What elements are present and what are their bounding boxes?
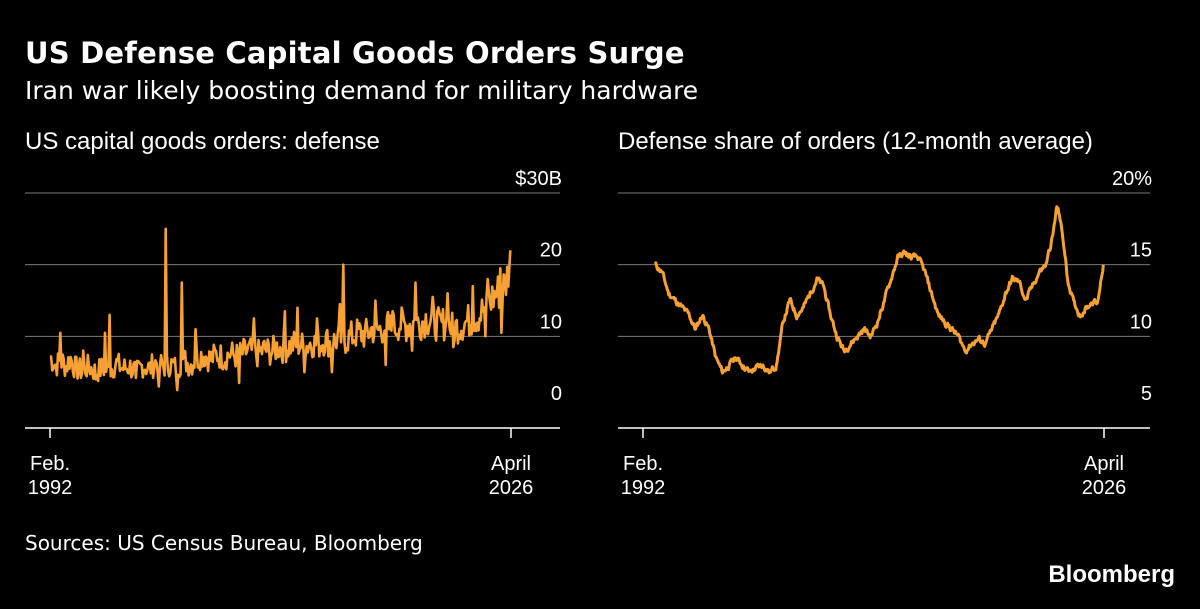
x-tick-label: 1992 [28,477,73,499]
y-tick-label: 20 [540,240,562,262]
chart-subtitle: Iran war likely boosting demand for mili… [25,76,699,105]
y-tick-label: $30B [515,168,562,190]
bloomberg-logo: Bloomberg [1048,561,1175,588]
x-tick-label: April [491,453,531,475]
y-tick-label: 0 [551,383,562,405]
y-tick-label: 10 [540,311,562,333]
y-tick-label: 5 [1141,383,1152,405]
x-tick-label: Feb. [30,453,70,475]
y-tick-label: 10 [1130,311,1152,333]
left-panel-title: US capital goods orders: defense [25,128,380,155]
source-note: Sources: US Census Bureau, Bloomberg [25,531,423,555]
series-line [653,205,1105,375]
series-line [49,227,512,392]
x-tick-label: 1992 [621,477,666,499]
chart-title: US Defense Capital Goods Orders Surge [25,36,685,70]
right-panel-title: Defense share of orders (12-month averag… [618,128,1093,155]
y-tick-label: 15 [1130,240,1152,262]
x-tick-label: April [1084,453,1124,475]
y-tick-label: 20% [1112,168,1152,190]
x-tick-label: 2026 [1082,477,1127,499]
x-tick-label: 2026 [489,477,534,499]
x-tick-label: Feb. [623,453,663,475]
